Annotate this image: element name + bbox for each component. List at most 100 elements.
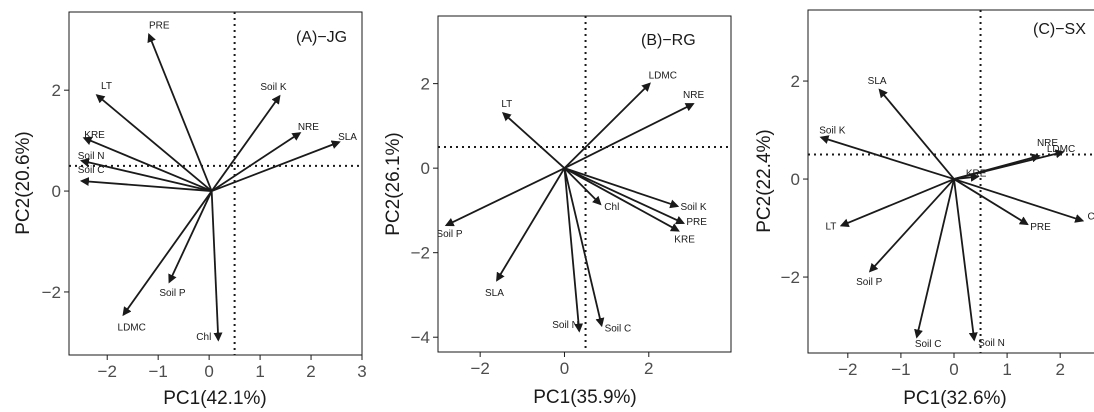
panel-a-xlabel: PC1(42.1%) xyxy=(163,388,267,409)
loading-arrow-pre xyxy=(147,33,213,192)
loading-arrow-lt xyxy=(502,112,566,169)
loading-arrow-soil-k xyxy=(819,135,955,180)
loading-arrow-chl xyxy=(210,191,223,342)
loading-arrow-soil-k xyxy=(564,167,680,209)
loading-label-kre: KRE xyxy=(84,130,105,141)
loading-label-soil-k: Soil K xyxy=(680,202,706,213)
panel-b-xlabel: PC1(35.9%) xyxy=(533,387,637,408)
y-tick-label: 2 xyxy=(791,72,800,91)
loading-arrow-soil-n xyxy=(79,158,212,192)
loading-label-sla: SLA xyxy=(338,132,357,143)
panel-b-title: (B)−RG xyxy=(641,32,696,49)
loading-label-sla: SLA xyxy=(485,288,504,299)
loading-label-soil-c: Soil C xyxy=(915,339,942,350)
loading-arrow-soil-c xyxy=(563,167,605,328)
loading-arrow-ldmc xyxy=(122,190,213,317)
loading-arrow-chl xyxy=(953,178,1085,223)
panel-c-axes: −2 −1 0 1 2 −2 0 2 xyxy=(781,72,1065,379)
loading-label-pre: PRE xyxy=(149,21,170,32)
panel-a-plot-area: PRE LT KRE Soil N Soil C Soil K NRE SLA LDMC Soil… xyxy=(69,12,362,355)
loading-arrow-soil-c xyxy=(914,178,955,339)
panel-a-frame xyxy=(68,11,363,356)
loading-label-nre: NRE xyxy=(683,90,704,101)
loading-label-ldmc: LDMC xyxy=(118,323,146,334)
loading-label-soil-k: Soil K xyxy=(819,125,845,136)
loading-arrow-soil-p xyxy=(168,190,213,284)
loading-arrow-nre xyxy=(564,103,695,169)
loading-label-kre: KRE xyxy=(966,169,987,180)
loading-arrow-chl xyxy=(563,167,602,206)
loading-label-soil-c: Soil C xyxy=(78,165,105,176)
panel-b: LDMC NRE LT Soil P SLA Chl Soil K PRE KRE Soil N S… xyxy=(383,15,732,408)
loading-label-nre: NRE xyxy=(1037,138,1058,149)
loading-arrow-nre xyxy=(211,132,302,192)
loading-arrow-lt xyxy=(95,94,213,192)
loading-label-sla: SLA xyxy=(868,76,887,87)
loading-arrow-kre xyxy=(82,136,213,192)
y-tick-label: 0 xyxy=(791,170,800,189)
panel-b-frame xyxy=(437,15,732,353)
panel-a: PRE LT KRE Soil N Soil C Soil K NRE SLA LDMC Soil… xyxy=(13,11,367,409)
x-tick-label: −2 xyxy=(470,359,489,378)
y-tick-label: −4 xyxy=(411,328,430,347)
loading-arrow-sla xyxy=(878,88,955,180)
y-tick-label: 0 xyxy=(421,159,430,178)
loading-arrow-ldmc xyxy=(563,82,651,169)
panel-b-ylabel: PC2(26.1%) xyxy=(383,132,404,236)
loading-label-soil-p: Soil P xyxy=(856,277,882,288)
loading-label-soil-n: Soil N xyxy=(78,151,105,162)
y-tick-label: 2 xyxy=(421,75,430,94)
loading-arrow-pre xyxy=(953,178,1029,226)
loading-label-ldmc: LDMC xyxy=(649,71,677,82)
x-tick-label: −1 xyxy=(148,362,167,381)
x-tick-label: −2 xyxy=(98,362,117,381)
x-tick-label: 0 xyxy=(560,359,569,378)
x-tick-label: −2 xyxy=(838,360,857,379)
loading-label-soil-n: Soil N xyxy=(552,320,579,331)
loading-label-lt: LT xyxy=(101,81,112,92)
loading-label-kre: KRE xyxy=(674,235,695,246)
x-tick-label: 2 xyxy=(1055,360,1064,379)
panel-a-title: (A)−JG xyxy=(296,29,347,46)
x-tick-label: 0 xyxy=(949,360,958,379)
panel-b-plot-area: LDMC NRE LT Soil P SLA Chl Soil K PRE KRE Soil N S… xyxy=(438,16,731,352)
loading-label-pre: PRE xyxy=(686,217,707,228)
y-tick-label: −2 xyxy=(781,268,800,287)
loading-label-pre: PRE xyxy=(1030,222,1051,233)
loading-label-chl: Chl xyxy=(604,202,619,213)
loading-label-soil-k: Soil K xyxy=(260,82,286,93)
x-tick-label: 1 xyxy=(1002,360,1011,379)
loading-label-chl: Chl xyxy=(1087,212,1094,223)
loading-label-ldmc: LDMC xyxy=(1047,144,1075,155)
loading-arrow-kre xyxy=(953,172,980,182)
loading-arrow-soil-n xyxy=(563,168,584,333)
loading-arrow-soil-n xyxy=(953,178,978,342)
panel-c-ylabel: PC2(22.4%) xyxy=(754,129,775,233)
loading-arrow-kre xyxy=(564,167,680,232)
loading-label-lt: LT xyxy=(825,222,836,233)
y-tick-label: 2 xyxy=(52,81,61,100)
x-tick-label: −1 xyxy=(891,360,910,379)
loading-arrow-sla xyxy=(211,140,341,192)
panel-a-axes: −2 −1 0 1 2 3 −2 0 2 xyxy=(42,81,367,381)
loading-arrow-soil-k xyxy=(210,94,281,192)
loading-arrow-soil-p xyxy=(868,178,955,273)
loading-label-soil-c: Soil C xyxy=(605,323,632,334)
loading-label-soil-n: Soil N xyxy=(978,338,1005,349)
panel-c-title: (C)−SX xyxy=(1033,21,1086,38)
loading-arrow-sla xyxy=(496,167,566,282)
loading-label-lt: LT xyxy=(501,99,512,110)
panel-b-axes: −2 0 2 −4 −2 0 2 xyxy=(411,75,654,378)
loading-arrow-lt xyxy=(839,178,955,228)
x-tick-label: 2 xyxy=(644,359,653,378)
loading-label-chl: Chl xyxy=(196,332,211,343)
x-tick-label: 1 xyxy=(255,362,264,381)
y-tick-label: −2 xyxy=(42,283,61,302)
y-tick-label: −2 xyxy=(411,244,430,263)
panel-c-xlabel: PC1(32.6%) xyxy=(903,388,1007,409)
x-tick-label: 3 xyxy=(357,362,366,381)
y-tick-label: 0 xyxy=(52,182,61,201)
